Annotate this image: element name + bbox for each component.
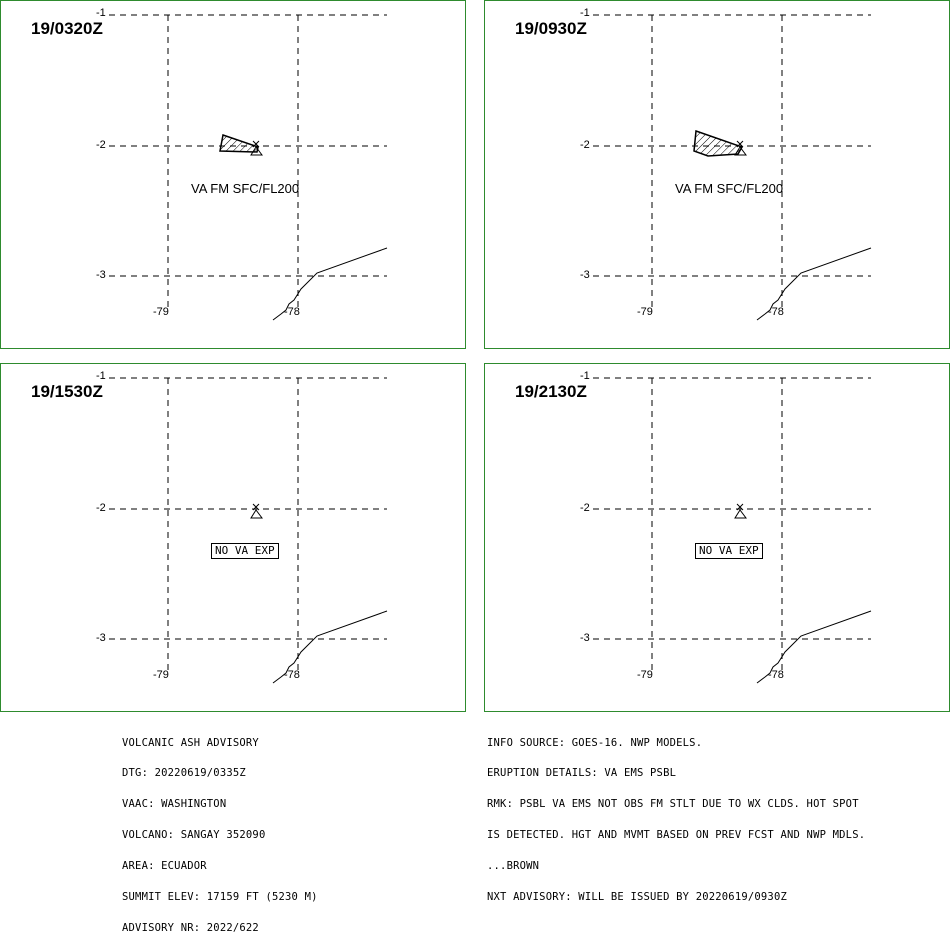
lat-label: -1 [96,370,106,382]
advisory-header-text: VOLCANIC ASH ADVISORY DTG: 20220619/0335… [122,717,318,944]
panel-time: 19/0320Z [31,19,103,38]
advisory-line: VOLCANO: SANGAY 352090 [122,829,266,842]
advisory-line: ADVISORY NR: 2022/622 [122,921,259,934]
lat-label: -2 [580,139,590,151]
forecast-panel-1: 19/0320Z -1 -2 -3 -79 -78 VA FM SFC/FL20… [0,0,466,349]
map-graphic [593,14,872,321]
lat-label: -3 [580,269,590,281]
forecast-panel-3: 19/1530Z -1 -2 -3 -79 -78 NO VA EXP [0,363,466,712]
lon-label: -79 [153,669,169,681]
lon-label: -79 [153,306,169,318]
advisory-line: DTG: 20220619/0335Z [122,767,246,780]
remarks-line: ...BROWN [487,860,540,873]
lat-label: -2 [96,139,106,151]
coastline [272,610,388,684]
remarks-line: RMK: PSBL VA EMS NOT OBS FM STLT DUE TO … [487,798,859,811]
advisory-line: SUMMIT ELEV: 17159 FT (5230 M) [122,891,318,904]
grid-lines [109,14,387,307]
forecast-panel-4: 19/2130Z -1 -2 -3 -79 -78 NO VA EXP [484,363,950,712]
remarks-line: ERUPTION DETAILS: VA EMS PSBL [487,767,677,780]
grid-lines [109,377,387,670]
ash-level-label: VA FM SFC/FL200 [191,181,300,196]
coastline [272,247,388,321]
advisory-remarks-text: INFO SOURCE: GOES-16. NWP MODELS. ERUPTI… [487,717,865,913]
lon-label: -78 [768,669,784,681]
map-graphic [109,14,388,321]
no-ash-label: NO VA EXP [695,543,763,559]
volcano-icon [734,140,747,156]
volcano-icon [734,503,747,519]
ash-cloud-area [693,129,744,157]
volcano-icon [250,140,263,156]
advisory-line: VAAC: WASHINGTON [122,798,227,811]
coastline [756,247,872,321]
advisory-line: VOLCANIC ASH ADVISORY [122,736,259,749]
panel-time: 19/0930Z [515,19,587,38]
lon-label: -78 [284,669,300,681]
forecast-panel-2: 19/0930Z -1 -2 -3 -79 -78 VA FM SFC/FL20… [484,0,950,349]
remarks-line: NXT ADVISORY: WILL BE ISSUED BY 20220619… [487,891,787,904]
lat-label: -3 [96,632,106,644]
remarks-line: IS DETECTED. HGT AND MVMT BASED ON PREV … [487,829,866,842]
lon-label: -79 [637,306,653,318]
lat-label: -3 [96,269,106,281]
panel-time: 19/2130Z [515,382,587,401]
lat-label: -2 [580,502,590,514]
lon-label: -78 [768,306,784,318]
grid-lines [593,14,871,307]
lat-label: -3 [580,632,590,644]
ash-level-label: VA FM SFC/FL200 [675,181,784,196]
lat-label: -1 [580,7,590,19]
remarks-line: INFO SOURCE: GOES-16. NWP MODELS. [487,736,703,749]
lat-label: -1 [96,7,106,19]
volcano-icon [250,503,263,519]
lon-label: -78 [284,306,300,318]
advisory-line: AREA: ECUADOR [122,860,207,873]
lon-label: -79 [637,669,653,681]
lat-label: -2 [96,502,106,514]
map-graphic [593,377,872,684]
map-graphic [109,377,388,684]
coastline [756,610,872,684]
grid-lines [593,377,871,670]
panel-time: 19/1530Z [31,382,103,401]
ash-cloud-area [219,134,259,153]
no-ash-label: NO VA EXP [211,543,279,559]
lat-label: -1 [580,370,590,382]
